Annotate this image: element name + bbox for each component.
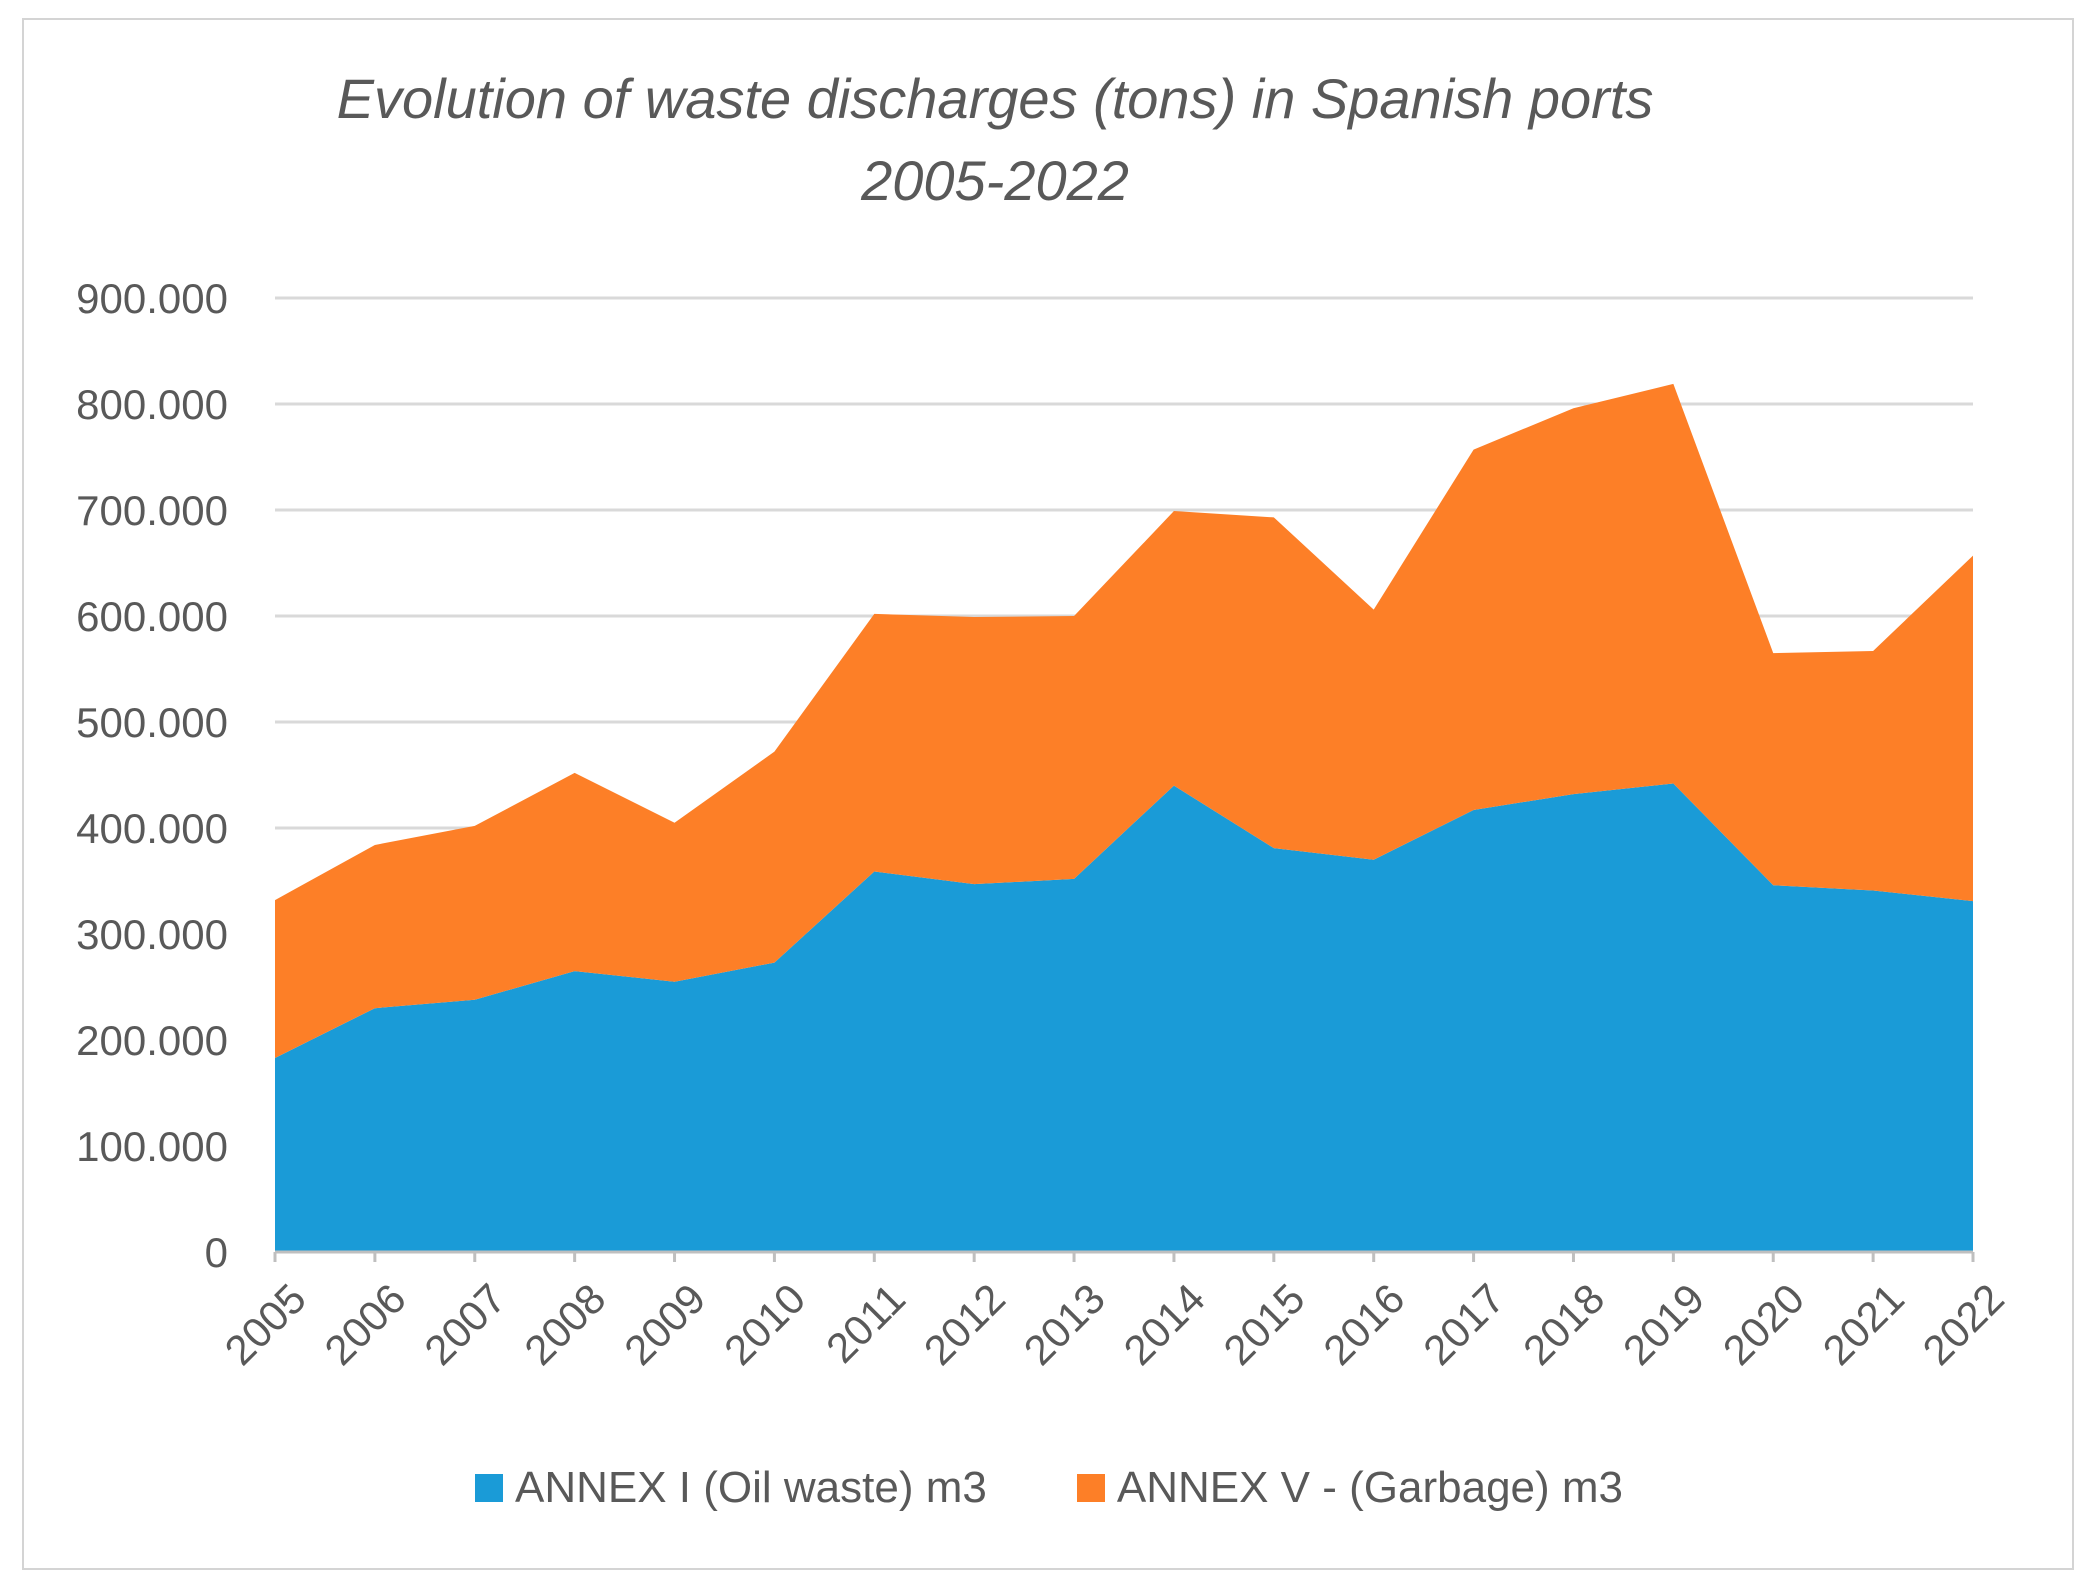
area-series xyxy=(275,383,1973,1252)
x-tick-label-2005: 2005 xyxy=(216,1275,315,1374)
x-tick-label-2022: 2022 xyxy=(1914,1275,2013,1374)
y-tick-label-7: 700.000 xyxy=(76,487,228,534)
x-tick-label-2013: 2013 xyxy=(1015,1275,1114,1374)
area-series-2[interactable] xyxy=(275,383,1973,1059)
chart-title-line-2: 2005-2022 xyxy=(861,149,1129,212)
area-series-1[interactable] xyxy=(275,783,1973,1252)
x-tick-label-2018: 2018 xyxy=(1514,1275,1613,1374)
legend-swatch-annex-v xyxy=(1076,1474,1105,1502)
legend: ANNEX I (Oil waste) m3 ANNEX V - (Garbag… xyxy=(0,1458,2098,1518)
chart-title: Evolution of waste discharges (tons) in … xyxy=(0,58,1990,222)
x-tick-label-2007: 2007 xyxy=(415,1275,514,1374)
x-tick-label-2017: 2017 xyxy=(1414,1275,1513,1374)
y-tick-label-2: 200.000 xyxy=(76,1017,228,1064)
y-tick-label-9: 900.000 xyxy=(76,275,228,322)
legend-swatch-annex-i xyxy=(474,1474,503,1502)
y-tick-label-5: 500.000 xyxy=(76,699,228,746)
x-tick-label-2015: 2015 xyxy=(1214,1275,1313,1374)
axes xyxy=(273,1250,1975,1262)
x-tick-label-2021: 2021 xyxy=(1814,1275,1913,1374)
x-tick-label-2012: 2012 xyxy=(915,1275,1014,1374)
chart-title-line-1: Evolution of waste discharges (tons) in … xyxy=(336,67,1654,130)
y-tick-label-0: 0 xyxy=(205,1229,228,1276)
x-tick-labels: 2005 2006 2007 2008 2009 2010 2011 2012 2013 2014… xyxy=(216,1275,2013,1374)
y-tick-labels: 0 100.000 200.000 300.000 400.000 500.000 600.… xyxy=(76,275,228,1276)
x-tick-label-2019: 2019 xyxy=(1614,1275,1713,1374)
x-tick-label-2020: 2020 xyxy=(1714,1275,1813,1374)
x-tick-label-2011: 2011 xyxy=(817,1275,914,1372)
y-tick-label-6: 600.000 xyxy=(76,593,228,640)
x-tick-label-2016: 2016 xyxy=(1314,1275,1413,1374)
y-tick-label-8: 800.000 xyxy=(76,381,228,428)
x-tick-label-2009: 2009 xyxy=(615,1275,714,1374)
x-tick-label-2006: 2006 xyxy=(315,1275,414,1374)
x-tick-label-2010: 2010 xyxy=(715,1275,814,1374)
legend-item-annex-i[interactable]: ANNEX I (Oil waste) m3 xyxy=(474,1463,987,1513)
y-tick-label-3: 300.000 xyxy=(76,911,228,958)
legend-label-annex-v: ANNEX V - (Garbage) m3 xyxy=(1116,1463,1624,1512)
x-tick-label-2014: 2014 xyxy=(1115,1275,1214,1374)
legend-item-annex-v[interactable]: ANNEX V - (Garbage) m3 xyxy=(1076,1463,1624,1513)
y-tick-label-4: 400.000 xyxy=(76,805,228,852)
x-tick-label-2008: 2008 xyxy=(515,1275,614,1374)
legend-label-annex-i: ANNEX I (Oil waste) m3 xyxy=(514,1463,987,1512)
y-tick-label-1: 100.000 xyxy=(76,1123,228,1170)
